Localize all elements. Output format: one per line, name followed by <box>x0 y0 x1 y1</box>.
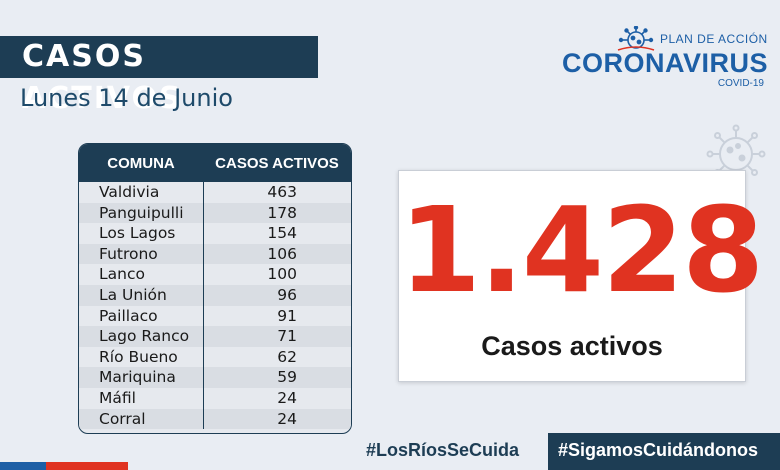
table-header: COMUNA CASOS ACTIVOS <box>79 144 351 182</box>
comuna-cell: Futrono <box>99 244 158 263</box>
comuna-cell: Río Bueno <box>99 347 178 366</box>
comuna-cell: Lanco <box>99 265 145 284</box>
title-banner: CASOS ACTIVOS <box>0 36 318 116</box>
table-row: Corral 24 <box>79 408 351 430</box>
comuna-cell: Panguipulli <box>99 203 184 222</box>
footer-blue-stripe <box>0 462 46 470</box>
footer-red-stripe <box>46 462 128 470</box>
total-card: 1.428 Casos activos <box>398 170 764 382</box>
hashtag-los-rios: #LosRíosSeCuida <box>366 440 520 460</box>
casos-cell: 100 <box>267 265 297 284</box>
comuna-cell: Mariquina <box>99 368 176 387</box>
coronavirus-logo: PLAN DE ACCIÓN CORONAVIRUS COVID-19 <box>562 26 768 92</box>
comuna-cell: Máfil <box>99 388 136 407</box>
logo-subtitle: COVID-19 <box>717 78 764 89</box>
table-row: Lago Ranco 71 <box>79 326 351 347</box>
header-casos-activos: CASOS ACTIVOS <box>215 154 339 172</box>
comuna-cell: Lago Ranco <box>99 327 190 346</box>
casos-cell: 96 <box>277 285 297 304</box>
casos-cell: 24 <box>277 388 297 407</box>
table-row: Panguipulli 178 <box>79 202 351 224</box>
casos-cell: 106 <box>267 244 297 263</box>
casos-cell: 91 <box>277 306 297 325</box>
table-row: Valdivia 463 <box>79 182 351 203</box>
comuna-cell: Paillaco <box>99 306 158 325</box>
page-title: CASOS ACTIVOS <box>22 39 183 116</box>
casos-cell: 62 <box>277 347 297 366</box>
table-row: Paillaco 91 <box>79 306 351 327</box>
logo-name: CORONAVIRUS <box>562 48 769 78</box>
casos-cell: 178 <box>267 203 297 222</box>
table-row: Los Lagos 154 <box>79 223 351 244</box>
casos-cell: 24 <box>277 409 297 428</box>
table-row: Mariquina 59 <box>79 367 351 388</box>
comuna-cell: La Unión <box>99 285 167 304</box>
date-subtitle: Lunes 14 de Junio <box>20 84 233 112</box>
table-row: Lanco 100 <box>79 264 351 285</box>
hashtag-sigamos: #SigamosCuidándonos <box>558 440 759 460</box>
virus-icon <box>617 26 655 51</box>
casos-cell: 154 <box>267 224 297 243</box>
total-label: Casos activos <box>481 331 663 361</box>
cases-table: COMUNA CASOS ACTIVOS Valdivia 463 Panguip… <box>78 143 352 434</box>
column-divider <box>203 182 204 430</box>
comuna-cell: Los Lagos <box>99 224 176 243</box>
comuna-cell: Corral <box>99 409 146 428</box>
hashtag-banner: #SigamosCuidándonos <box>548 433 780 470</box>
casos-cell: 59 <box>277 368 297 387</box>
comuna-cell: Valdivia <box>99 183 160 201</box>
table-row: La Unión 96 <box>79 284 351 306</box>
header-comuna: COMUNA <box>107 154 175 172</box>
table-row: Máfil 24 <box>79 388 351 409</box>
total-active-cases: 1.428 <box>399 181 764 319</box>
casos-cell: 463 <box>267 183 297 201</box>
table-row: Futrono 106 <box>79 243 351 265</box>
table-row: Río Bueno 62 <box>79 347 351 368</box>
logo-plan-text: PLAN DE ACCIÓN <box>660 32 768 46</box>
casos-cell: 71 <box>277 327 297 346</box>
table-body: Valdivia 463 Panguipulli 178 Los Lagos 154 … <box>79 182 351 430</box>
